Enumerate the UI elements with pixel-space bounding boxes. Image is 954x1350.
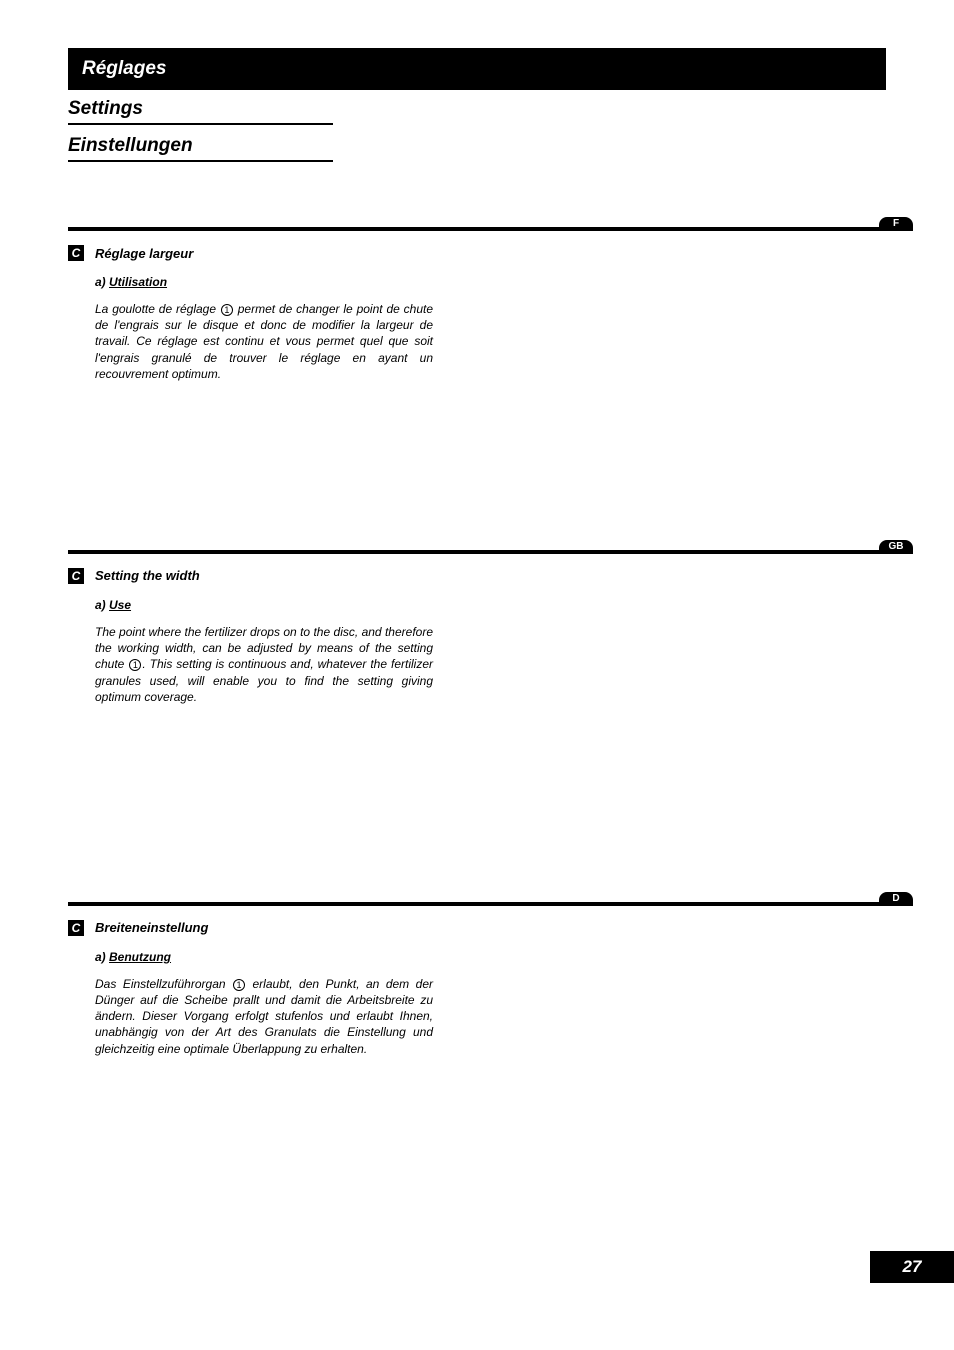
subsection: a) Benutzung Das Einstellzuführorgan 1 e… xyxy=(95,950,886,1057)
section-divider: GB xyxy=(68,550,886,554)
subheading-fr: a) Utilisation xyxy=(95,275,886,289)
body-text-gb: The point where the fertilizer drops on … xyxy=(95,624,433,705)
lang-tab-gb: GB xyxy=(879,540,913,554)
sub-title: Benutzung xyxy=(109,950,171,964)
body-text-fr: La goulotte de réglage 1 permet de chang… xyxy=(95,301,433,382)
section-title-row: C Réglage largeur xyxy=(68,245,886,261)
sub-title: Utilisation xyxy=(109,275,167,289)
header-sub-en: Settings xyxy=(68,98,333,125)
section-divider: D xyxy=(68,902,886,906)
section-title-fr: Réglage largeur xyxy=(95,246,193,261)
section-fr: F C Réglage largeur a) Utilisation La go… xyxy=(0,227,954,382)
section-gb: GB C Setting the width a) Use The point … xyxy=(0,550,954,705)
section-title-gb: Setting the width xyxy=(95,568,200,583)
sub-label: a) xyxy=(95,950,106,964)
subheading-gb: a) Use xyxy=(95,598,886,612)
header-title-de: Einstellungen xyxy=(68,135,193,156)
section-letter: C xyxy=(68,920,84,936)
lang-tab-fr: F xyxy=(879,217,913,231)
section-letter: C xyxy=(68,245,84,261)
page-header: Réglages Settings Einstellungen xyxy=(0,0,954,162)
sub-label: a) xyxy=(95,598,106,612)
body-text-d: Das Einstellzuführorgan 1 erlaubt, den P… xyxy=(95,976,433,1057)
body-pre: La goulotte de réglage xyxy=(95,302,220,316)
header-sub-de: Einstellungen xyxy=(68,135,333,162)
subsection: a) Utilisation La goulotte de réglage 1 … xyxy=(95,275,886,382)
page-number-box: 27 xyxy=(870,1251,954,1283)
section-divider: F xyxy=(68,227,886,231)
ref-num-icon: 1 xyxy=(129,659,141,671)
body-post: . This setting is continuous and, whatev… xyxy=(95,657,433,703)
ref-num-icon: 1 xyxy=(221,304,233,316)
lang-tab-d: D xyxy=(879,892,913,906)
section-d: D C Breiteneinstellung a) Benutzung Das … xyxy=(0,902,954,1057)
section-title-row: C Setting the width xyxy=(68,568,886,584)
section-title-row: C Breiteneinstellung xyxy=(68,920,886,936)
subheading-d: a) Benutzung xyxy=(95,950,886,964)
sub-title: Use xyxy=(109,598,131,612)
ref-num-icon: 1 xyxy=(233,979,245,991)
page-number: 27 xyxy=(903,1257,922,1277)
section-letter: C xyxy=(68,568,84,584)
header-title-fr: Réglages xyxy=(82,58,166,79)
sub-label: a) xyxy=(95,275,106,289)
body-pre: Das Einstellzuführorgan xyxy=(95,977,232,991)
section-title-d: Breiteneinstellung xyxy=(95,920,208,935)
header-bar-fr: Réglages xyxy=(68,48,886,90)
subsection: a) Use The point where the fertilizer dr… xyxy=(95,598,886,705)
header-title-en: Settings xyxy=(68,98,143,119)
